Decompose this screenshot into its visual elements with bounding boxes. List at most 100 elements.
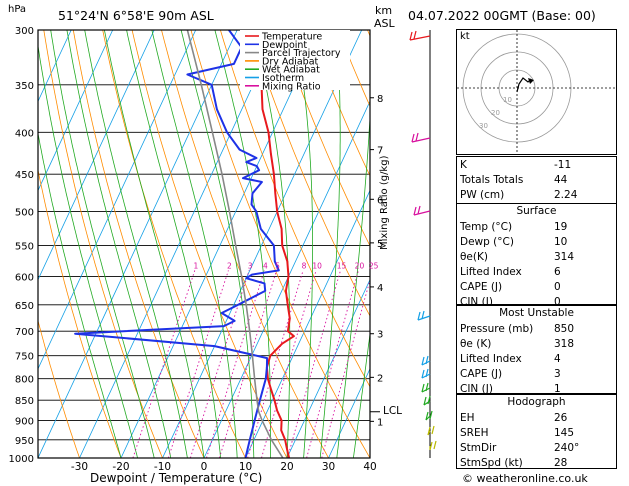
isotherm-line [120,30,321,458]
index-value: 314 [554,250,575,263]
index-label: EH [460,411,475,424]
index-value: 10 [554,235,568,248]
mixing-ratio-line [189,270,250,458]
temperature-tick-label: -30 [71,461,88,473]
index-row: θe (K) 318 [457,336,616,351]
index-value: 4 [554,352,561,365]
pressure-tick-label: 500 [15,208,34,219]
index-label: PW (cm) [460,188,505,201]
pressure-tick-label: 800 [15,375,34,386]
index-value: 318 [554,337,575,350]
wet-adiabat-line [353,331,370,458]
mixing-ratio-line [218,270,278,458]
wet-adiabat-line [180,30,255,458]
legend-label: Wet Adiabat [262,65,320,76]
wet-adiabat-line [38,43,138,458]
wind-barb [429,440,437,451]
km-tick-label: 5 [377,239,383,250]
index-label: θe(K) [460,250,488,263]
hodograph-panel: 10 20 30 kt [456,29,617,155]
isotherm-line [38,30,114,192]
hodograph-ring-label: 10 [503,96,512,104]
mixing-ratio-line [306,270,359,458]
index-value: 1 [554,382,561,395]
wet-adiabat-line [126,30,221,458]
index-label: CAPE (J) [460,280,503,293]
km-tick-label: 2 [377,373,383,384]
dry-adiabat-line [278,30,370,247]
legend-label: Mixing Ratio [262,81,321,92]
index-row: PW (cm) 2.24 [457,187,616,202]
index-label: StmDir [460,441,497,454]
wind-barb [427,425,435,436]
index-row: EH 26 [457,410,616,425]
index-row: Temp (°C) 19 [457,219,616,234]
legend-label: Dry Adiabat [262,56,319,67]
mixing-ratio-value-label: 8 [302,261,307,270]
temperature-tick-label: 10 [239,461,252,473]
index-label: CAPE (J) [460,367,503,380]
hodograph-title: Hodograph [507,396,566,408]
index-value: 6 [554,265,561,278]
pressure-tick-label: 750 [15,352,34,363]
km-tick-label: 8 [377,94,383,105]
index-value: 44 [554,173,568,186]
index-row: CAPE (J) 3 [457,366,616,381]
wind-barb [417,310,431,321]
pressure-tick-label: 850 [15,396,34,407]
hodograph-ring-label: 20 [491,109,500,117]
plot-frame [37,29,371,459]
x-axis-label: Dewpoint / Temperature (°C) [90,471,263,485]
wind-barb [423,395,431,406]
wet-adiabat-line [319,30,341,458]
index-label: Dewp (°C) [460,235,514,248]
copyright: © weatheronline.co.uk [462,472,588,485]
index-value: 26 [554,411,568,424]
asl-unit-label: ASL [374,17,395,30]
dewpoint-profile [74,30,280,458]
pressure-tick-label: 1000 [9,454,34,465]
temperature-tick-label: -20 [112,461,129,473]
temperature-tick-label: 40 [363,461,376,473]
mixing-ratio-line [261,270,317,458]
hodograph-storm-motion [528,78,534,84]
index-value: 0 [554,295,561,308]
isotherm-line [38,30,238,458]
isotherm-line [328,367,370,458]
km-tick-label: 7 [377,146,383,157]
index-row: CIN (J) 1 [457,381,616,396]
index-row: Lifted Index 6 [457,264,616,279]
hodograph-indices-panel: Hodograph EH 26 SREH 145 StmDir 240° StmSpd (k… [456,394,617,469]
index-row: Lifted Index 4 [457,351,616,366]
km-tick-label: 1 [377,417,383,428]
surface-title: Surface [516,205,557,217]
parcel-trajectory [186,30,284,458]
most-unstable-title: Most Unstable [499,307,574,319]
temperature-tick-label: 30 [322,461,335,473]
wind-barb [411,132,431,143]
pressure-tick-label: 550 [15,241,34,252]
wet-adiabat-line [104,30,205,458]
mixing-ratio-line [206,270,265,458]
index-label: Pressure (mb) [460,322,534,335]
dry-adiabat-line [72,30,205,458]
index-row: K -11 [457,157,616,172]
isotherm-line [79,30,280,458]
datetime-title: 04.07.2022 00GMT (Base: 00) [408,8,596,23]
index-value: 3 [554,367,561,380]
wet-adiabat-line [253,30,291,458]
mixing-ratio-axis-label: Mixing Ratio (g/kg) [379,155,390,250]
index-value: 0 [554,280,561,293]
pressure-tick-label: 700 [15,327,34,338]
isotherm-line [245,189,370,458]
wind-barb [425,410,433,421]
temperature-tick-label: 20 [280,461,293,473]
dry-adiabat-line [102,30,246,458]
temperature-tick-label: -10 [154,461,171,473]
index-value: 145 [554,426,575,439]
index-value: 240° [554,441,580,454]
wind-barb [421,355,431,366]
km-unit-label: km [375,4,393,17]
